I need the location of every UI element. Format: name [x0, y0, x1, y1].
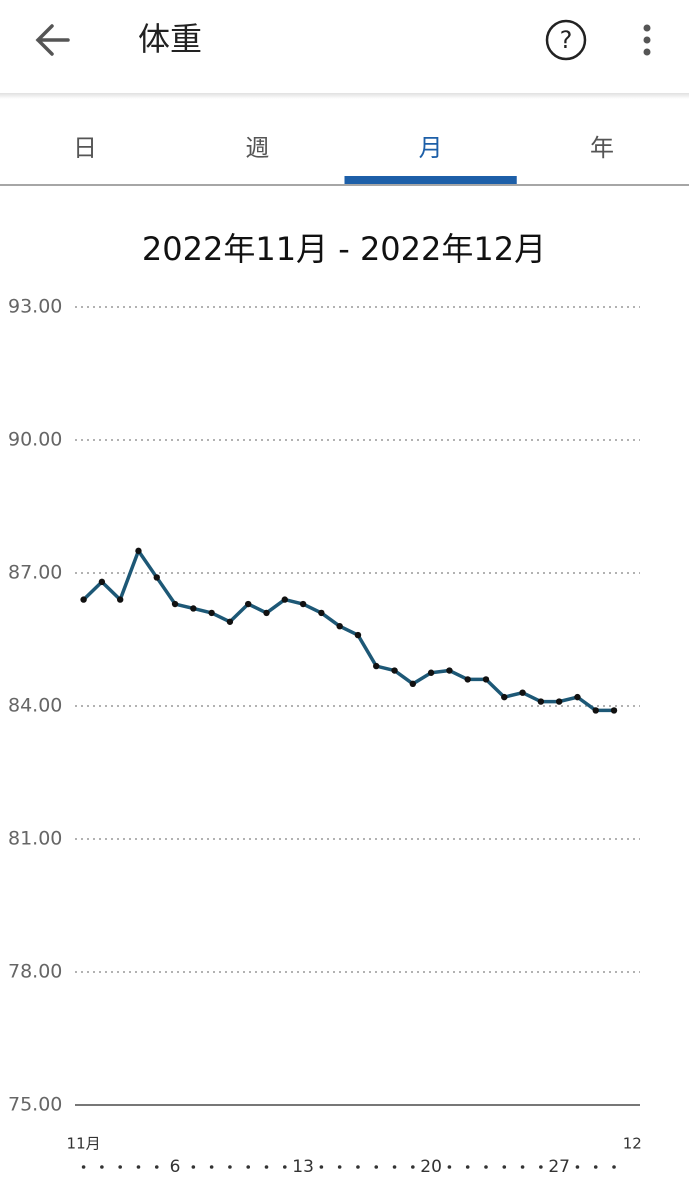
x-tick-dot	[612, 1165, 616, 1169]
tab[interactable]: 日	[73, 134, 97, 162]
x-tick-label: 6	[170, 1157, 181, 1177]
point	[427, 669, 435, 676]
tab-bar: 日週月年	[73, 134, 614, 184]
point	[354, 631, 362, 639]
x-tick-label: 20	[420, 1157, 442, 1177]
x-tick-dot	[392, 1165, 397, 1169]
x-tick-dot	[465, 1165, 470, 1169]
point	[336, 623, 343, 630]
x-tick-dot	[337, 1165, 342, 1169]
y-tick-label: 81.00	[8, 828, 62, 850]
x-tick-dot	[228, 1165, 232, 1169]
x-tick-dot	[264, 1165, 269, 1169]
chart: 75.00 78.00 81.00 84.00 87.00 90.00 93.00 6 13 20…	[8, 296, 642, 1178]
x-tick-dot	[575, 1165, 580, 1169]
x-tick-dot	[374, 1165, 379, 1169]
page-title: 体重	[138, 20, 202, 58]
point	[208, 609, 215, 617]
point	[519, 689, 526, 696]
x-tick-label: 13	[292, 1157, 314, 1177]
x-tick-dot	[502, 1165, 507, 1169]
point	[446, 667, 453, 674]
tab[interactable]: 週	[245, 134, 269, 162]
tab[interactable]: 月	[419, 134, 443, 162]
point	[80, 596, 87, 603]
y-tick-label: 78.00	[8, 961, 62, 983]
point	[318, 609, 325, 617]
point	[610, 707, 618, 714]
point	[464, 676, 471, 683]
point	[391, 667, 398, 674]
x-tick-dot	[484, 1165, 488, 1169]
x-tick-label: 27	[548, 1157, 570, 1177]
point	[263, 609, 270, 617]
month-label: 11月	[67, 1135, 101, 1153]
x-tick-dot	[81, 1165, 86, 1169]
menu-button[interactable]	[643, 24, 651, 56]
chart-title: 2022年11月 - 2022年12月	[142, 230, 546, 268]
x-tick-dot	[136, 1165, 141, 1169]
month-label: 12	[623, 1135, 642, 1153]
point	[116, 596, 124, 603]
x-tick-dot	[100, 1165, 104, 1169]
y-tick-label: 75.00	[8, 1094, 62, 1116]
x-tick-dot	[520, 1165, 525, 1169]
line	[82, 549, 615, 713]
y-tick-label: 90.00	[8, 429, 62, 451]
tab-indicator	[344, 176, 517, 184]
x-tick-dot	[411, 1165, 415, 1169]
point	[98, 578, 106, 586]
x-tick-dot	[447, 1165, 452, 1169]
svg-text:?: ?	[560, 26, 573, 54]
help-button[interactable]: ?	[545, 19, 587, 61]
point	[482, 676, 490, 683]
y-tick-label: 87.00	[8, 562, 62, 584]
point	[501, 693, 508, 701]
x-tick-dot	[154, 1165, 159, 1169]
point	[226, 618, 234, 625]
x-tick-dot	[118, 1165, 122, 1169]
x-tick-dot	[319, 1165, 324, 1169]
y-tick-label: 84.00	[8, 695, 62, 717]
point	[373, 662, 380, 670]
y-tick-label: 93.00	[8, 296, 62, 318]
x-tick-dot	[246, 1165, 251, 1169]
app-bar	[0, 0, 689, 93]
point	[555, 698, 563, 705]
x-tick-dot	[593, 1165, 598, 1169]
x-tick-dot	[539, 1165, 543, 1169]
point	[281, 596, 288, 603]
tab[interactable]: 年	[590, 134, 614, 162]
point	[135, 547, 142, 555]
x-tick-dot	[356, 1165, 360, 1169]
point	[409, 680, 417, 688]
point	[153, 574, 160, 581]
point	[537, 698, 545, 705]
point	[171, 600, 179, 608]
point	[592, 707, 599, 714]
x-tick-dot	[282, 1165, 287, 1169]
app-bar-shadow	[0, 93, 689, 99]
point	[190, 605, 197, 612]
point	[245, 600, 252, 608]
point	[299, 600, 307, 608]
point	[574, 693, 581, 701]
x-tick-dot	[191, 1165, 196, 1169]
x-tick-dot	[209, 1165, 214, 1169]
back-button[interactable]	[35, 24, 70, 56]
